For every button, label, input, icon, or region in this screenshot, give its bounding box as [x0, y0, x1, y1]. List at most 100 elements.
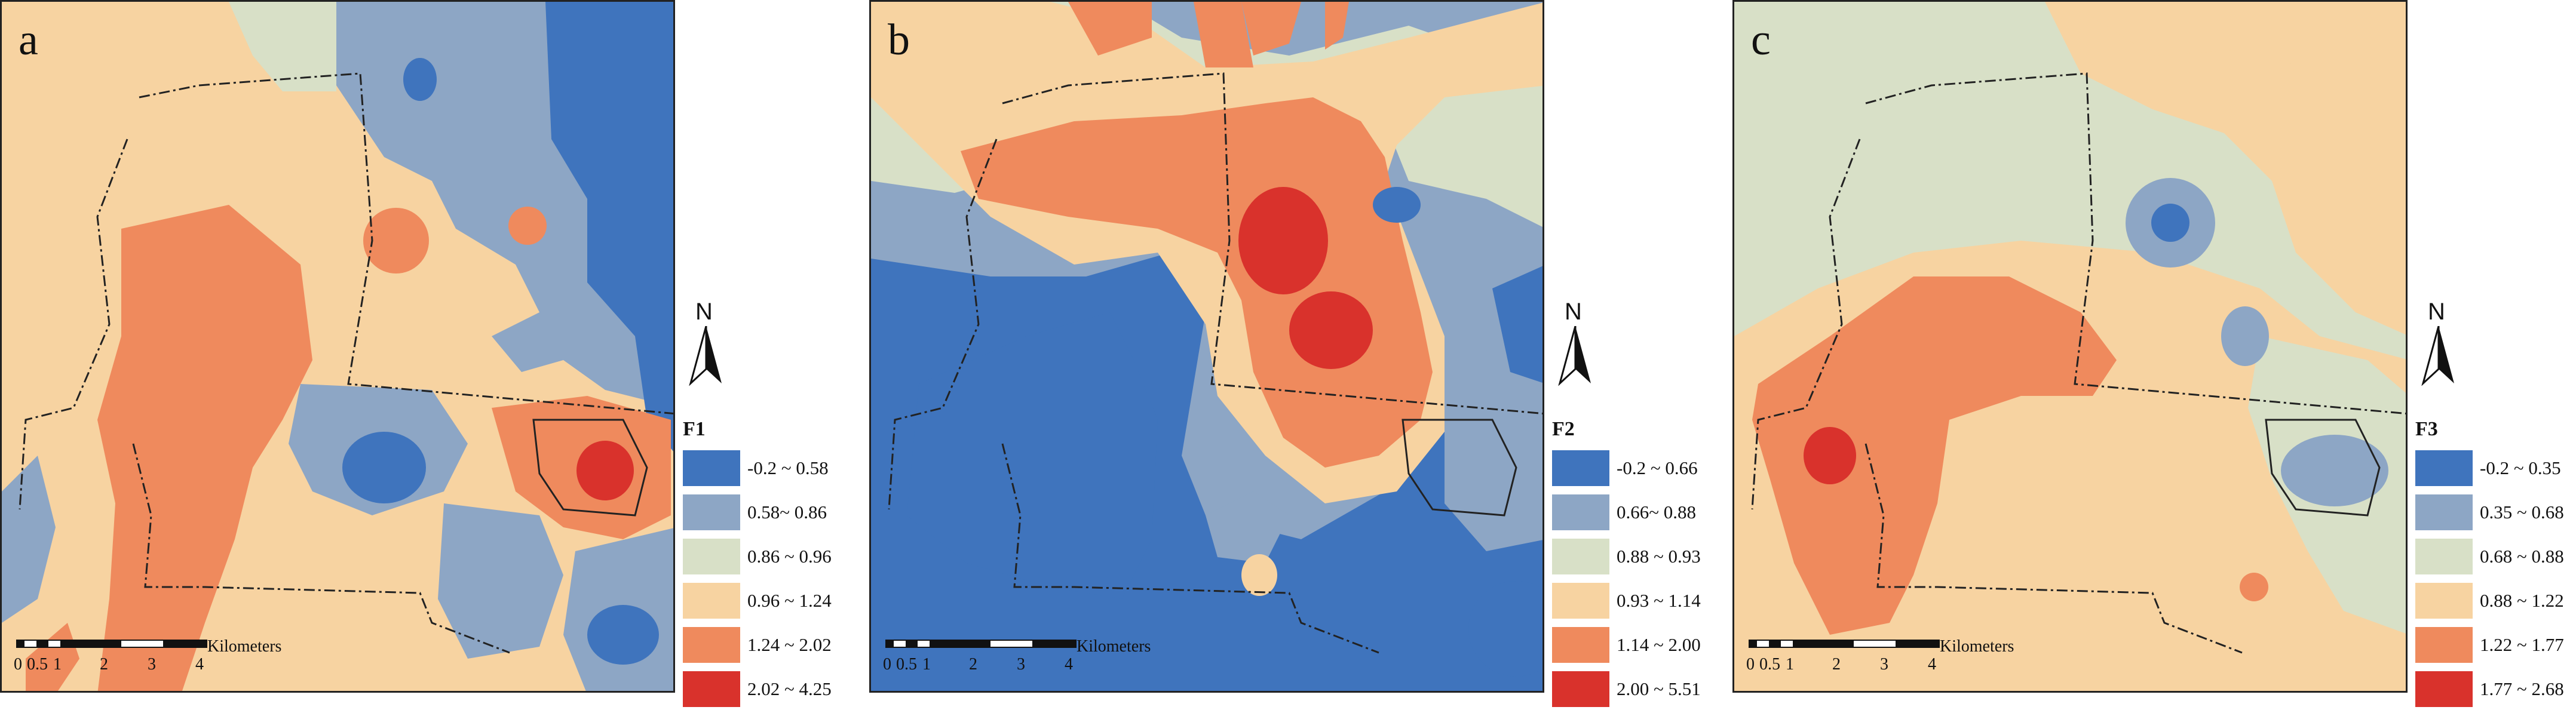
legend-swatch — [1552, 494, 1609, 530]
zone-neg0.2-0.58 — [342, 432, 426, 503]
zone-0.88-1.22 — [2045, 2, 2406, 335]
legend-swatch — [683, 626, 740, 663]
zone-neg0.2-0.58 — [587, 605, 659, 665]
zone-0.93-1.14 — [1241, 554, 1277, 596]
legend-label: 0.35 ~ 0.68 — [2480, 501, 2564, 523]
legend-swatch — [2415, 450, 2473, 486]
zone-neg0.2-0.58 — [545, 2, 673, 451]
legend-label: 1.77 ~ 2.68 — [2480, 678, 2564, 699]
zone-1.14-2.00 — [1194, 2, 1253, 67]
legend-swatch — [2415, 494, 2473, 530]
scale-tick: 0.5 — [27, 655, 48, 674]
scale-tick: 2 — [1832, 655, 1841, 674]
legend-label: 0.86 ~ 0.96 — [747, 545, 832, 567]
legend-label: 0.96 ~ 1.24 — [747, 589, 832, 611]
legend-swatch — [1552, 582, 1609, 619]
district-boundary — [19, 139, 128, 510]
legend-swatch — [1552, 671, 1609, 707]
zone-neg0.2-0.66 — [1468, 581, 1542, 677]
scale-bar: Kilometers 0 0.5 1 2 3 4 — [883, 623, 1151, 674]
zone-2.00-5.51 — [1238, 187, 1328, 294]
interpolation-surface-b — [871, 2, 1542, 691]
zone-0.66-0.88 — [1445, 337, 1542, 551]
map-panel-c: c Kilometers 0 0.5 1 2 3 4 N — [1732, 0, 2576, 707]
zone-1.22-1.77 — [2240, 573, 2268, 601]
zone-2.02-2.68 — [1804, 427, 1856, 484]
map-frame-c: c Kilometers 0 0.5 1 2 3 4 — [1732, 0, 2408, 693]
legend-item: -0.2 ~ 0.35 — [2415, 448, 2576, 488]
scale-unit: Kilometers — [207, 637, 282, 656]
zone-neg0.2-0.66 — [1492, 266, 1542, 383]
legend-label: -0.2 ~ 0.58 — [747, 457, 829, 478]
legend-item: 2.02 ~ 4.25 — [683, 669, 844, 709]
panel-label: a — [19, 16, 38, 64]
legend-label: -0.2 ~ 0.66 — [1617, 457, 1698, 478]
zone-neg0.2-0.66 — [907, 312, 1158, 599]
map-frame-b: b Kilometers 0 0.5 1 2 3 4 — [869, 0, 1544, 693]
legend-item: 0.96 ~ 1.24 — [683, 580, 844, 620]
scale-bar: Kilometers 0 0.5 1 2 3 4 — [1746, 623, 2014, 674]
zone-1.24-2.02 — [508, 207, 547, 245]
scale-unit: Kilometers — [1940, 637, 2014, 656]
zone-1.24-2.02 — [363, 208, 429, 273]
scale-tick: 0.5 — [896, 655, 917, 674]
map-panel-a: a Kilometers 0 0.5 1 2 3 4 N — [0, 0, 844, 707]
zone-0.88-1.22 — [2069, 2, 2406, 73]
scale-tick: 0 — [14, 655, 22, 674]
legend-label: 1.22 ~ 1.77 — [2480, 634, 2564, 655]
legend-swatch — [1552, 626, 1609, 663]
panel-label: b — [888, 16, 910, 64]
legend: F2 -0.2 ~ 0.66 0.66~ 0.88 0.88 ~ 0.93 0.… — [1552, 418, 1713, 713]
scale-tick: 4 — [1065, 655, 1073, 674]
district-boundary — [2265, 419, 2381, 517]
zone-0.96-1.24 — [2, 2, 139, 85]
zone-1.14-2.00 — [1241, 2, 1301, 56]
zone-1.22-1.77 — [1752, 276, 2117, 635]
legend-label: 1.24 ~ 2.02 — [747, 634, 832, 655]
map-panel-b: b Kilometers 0 0.5 1 2 3 4 N — [869, 0, 1712, 707]
scale-tick: 1 — [922, 655, 931, 674]
scale-tick: 2 — [100, 655, 108, 674]
district-boundary — [139, 72, 673, 414]
north-label: N — [2428, 299, 2445, 325]
legend-item: 2.00 ~ 5.51 — [1552, 669, 1713, 709]
scale-unit: Kilometers — [1077, 637, 1151, 656]
legend-item: 0.88 ~ 1.22 — [2415, 580, 2576, 620]
scale-bar-graphic — [16, 640, 207, 648]
zone-0.66-0.88 — [1206, 491, 1289, 563]
north-arrow: N — [2418, 299, 2460, 388]
legend-swatch — [683, 538, 740, 574]
legend-item: 1.24 ~ 2.02 — [683, 625, 844, 665]
legend-label: 0.88 ~ 0.93 — [1617, 545, 1701, 567]
zone-1.24-2.02 — [97, 205, 312, 691]
legend-title: F2 — [1552, 418, 1575, 440]
legend-swatch — [683, 450, 740, 486]
legend-title: F3 — [2415, 418, 2438, 440]
scale-tick: 0 — [883, 655, 891, 674]
legend-item: 0.58~ 0.86 — [683, 492, 844, 532]
legend-item: 1.14 ~ 2.00 — [1552, 625, 1713, 665]
zone-2.00-5.51 — [1289, 291, 1373, 369]
zone-neg0.2-0.35 — [2151, 204, 2189, 242]
interpolation-surface-c — [1734, 2, 2406, 691]
scale-tick: 0 — [1746, 655, 1755, 674]
scale-tick: 3 — [148, 655, 156, 674]
legend-swatch — [2415, 671, 2473, 707]
legend-item: 0.68 ~ 0.88 — [2415, 536, 2576, 576]
legend-swatch — [1552, 450, 1609, 486]
scale-tick: 0.5 — [1759, 655, 1780, 674]
zone-neg0.2-0.58 — [403, 58, 437, 101]
legend-label: -0.2 ~ 0.35 — [2480, 457, 2561, 478]
legend-label: 0.58~ 0.86 — [747, 501, 827, 523]
zone-0.35-0.68 — [2221, 306, 2269, 366]
legend-item: 0.93 ~ 1.14 — [1552, 580, 1713, 620]
map-frame-a: a Kilometers 0 0.5 1 2 3 4 — [0, 0, 675, 693]
legend-label: 2.02 ~ 4.25 — [747, 678, 832, 699]
zone-0.35-0.68 — [2281, 435, 2388, 506]
legend-label: 2.00 ~ 5.51 — [1617, 678, 1701, 699]
legend-item: -0.2 ~ 0.58 — [683, 448, 844, 488]
district-boundary — [1864, 443, 2243, 654]
legend-item: 0.86 ~ 0.96 — [683, 536, 844, 576]
interpolation-surface-a — [2, 2, 673, 691]
legend-item: 0.88 ~ 0.93 — [1552, 536, 1713, 576]
